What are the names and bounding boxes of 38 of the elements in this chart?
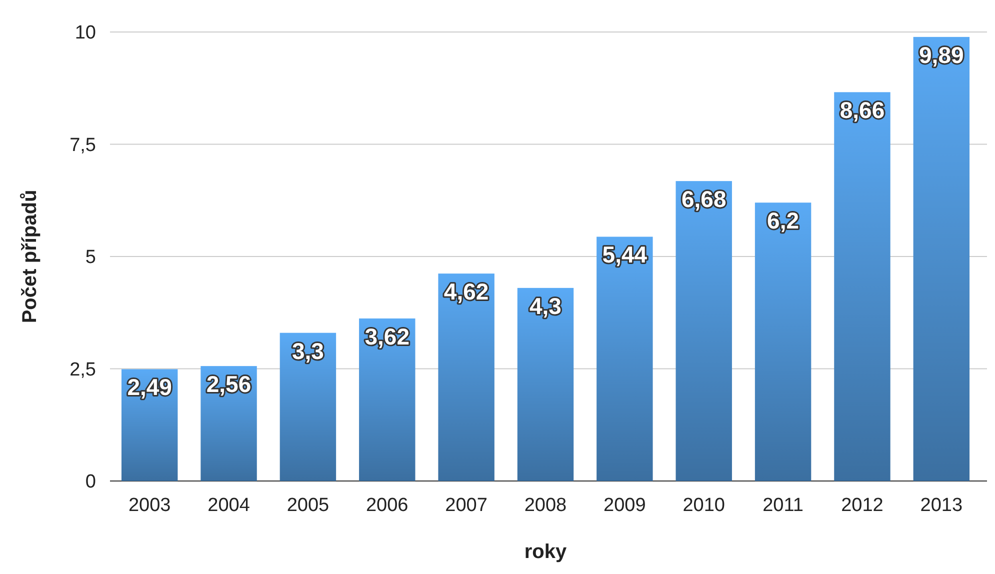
bar (913, 36, 970, 481)
x-tick-label: 2009 (604, 495, 646, 516)
y-axis-title: Počet případů (19, 190, 41, 324)
y-tick-label: 7,5 (70, 134, 96, 156)
data-label: 5,44 (602, 242, 648, 268)
x-tick-label: 2005 (286, 495, 330, 516)
data-label: 9,89 (919, 42, 964, 68)
x-tick-label: 2004 (208, 495, 250, 516)
x-tick-label: 2006 (366, 495, 408, 516)
x-tick-label: 2012 (841, 495, 884, 516)
y-tick-label: 5 (85, 247, 96, 268)
x-axis-title: roky (524, 541, 568, 563)
bar (280, 332, 336, 481)
data-label: 4,3 (530, 292, 562, 319)
y-tick-label: 2,5 (70, 359, 96, 380)
x-tick-label: 2011 (762, 495, 804, 516)
data-label: 3,3 (292, 338, 324, 364)
data-label: 3,62 (364, 323, 410, 350)
y-tick-label: 10 (74, 22, 96, 44)
bar (754, 202, 812, 481)
x-tick-label: 2007 (445, 495, 488, 516)
bar (676, 181, 732, 481)
x-tick-label: 2003 (128, 495, 171, 516)
bar (359, 318, 416, 481)
data-label: 6,2 (767, 208, 800, 234)
data-label: 6,68 (681, 186, 726, 212)
bar (517, 288, 574, 481)
data-label: 8,66 (840, 97, 885, 124)
y-tick-label: 0 (85, 472, 96, 493)
x-tick-label: 2010 (682, 495, 726, 516)
x-tick-label: 2008 (524, 495, 567, 516)
bar (596, 236, 653, 481)
data-label: 4,62 (444, 278, 489, 305)
data-label: 2,56 (206, 371, 252, 398)
x-tick-label: 2013 (920, 495, 963, 516)
bar (438, 274, 494, 481)
data-label: 2,49 (127, 374, 172, 400)
bar (834, 92, 890, 481)
